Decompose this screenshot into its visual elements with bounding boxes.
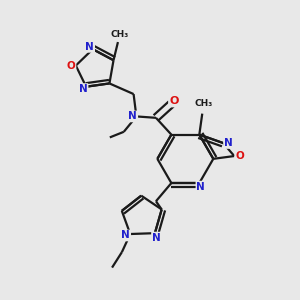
Text: N: N bbox=[128, 111, 137, 122]
Text: N: N bbox=[85, 42, 94, 52]
Text: O: O bbox=[67, 61, 76, 70]
Text: CH₃: CH₃ bbox=[195, 99, 213, 108]
Text: N: N bbox=[196, 182, 205, 192]
Text: N: N bbox=[224, 138, 233, 148]
Text: N: N bbox=[152, 232, 161, 243]
Text: N: N bbox=[79, 84, 88, 94]
Text: CH₃: CH₃ bbox=[110, 29, 128, 38]
Text: O: O bbox=[169, 97, 178, 106]
Text: N: N bbox=[122, 230, 130, 241]
Text: O: O bbox=[235, 151, 244, 161]
